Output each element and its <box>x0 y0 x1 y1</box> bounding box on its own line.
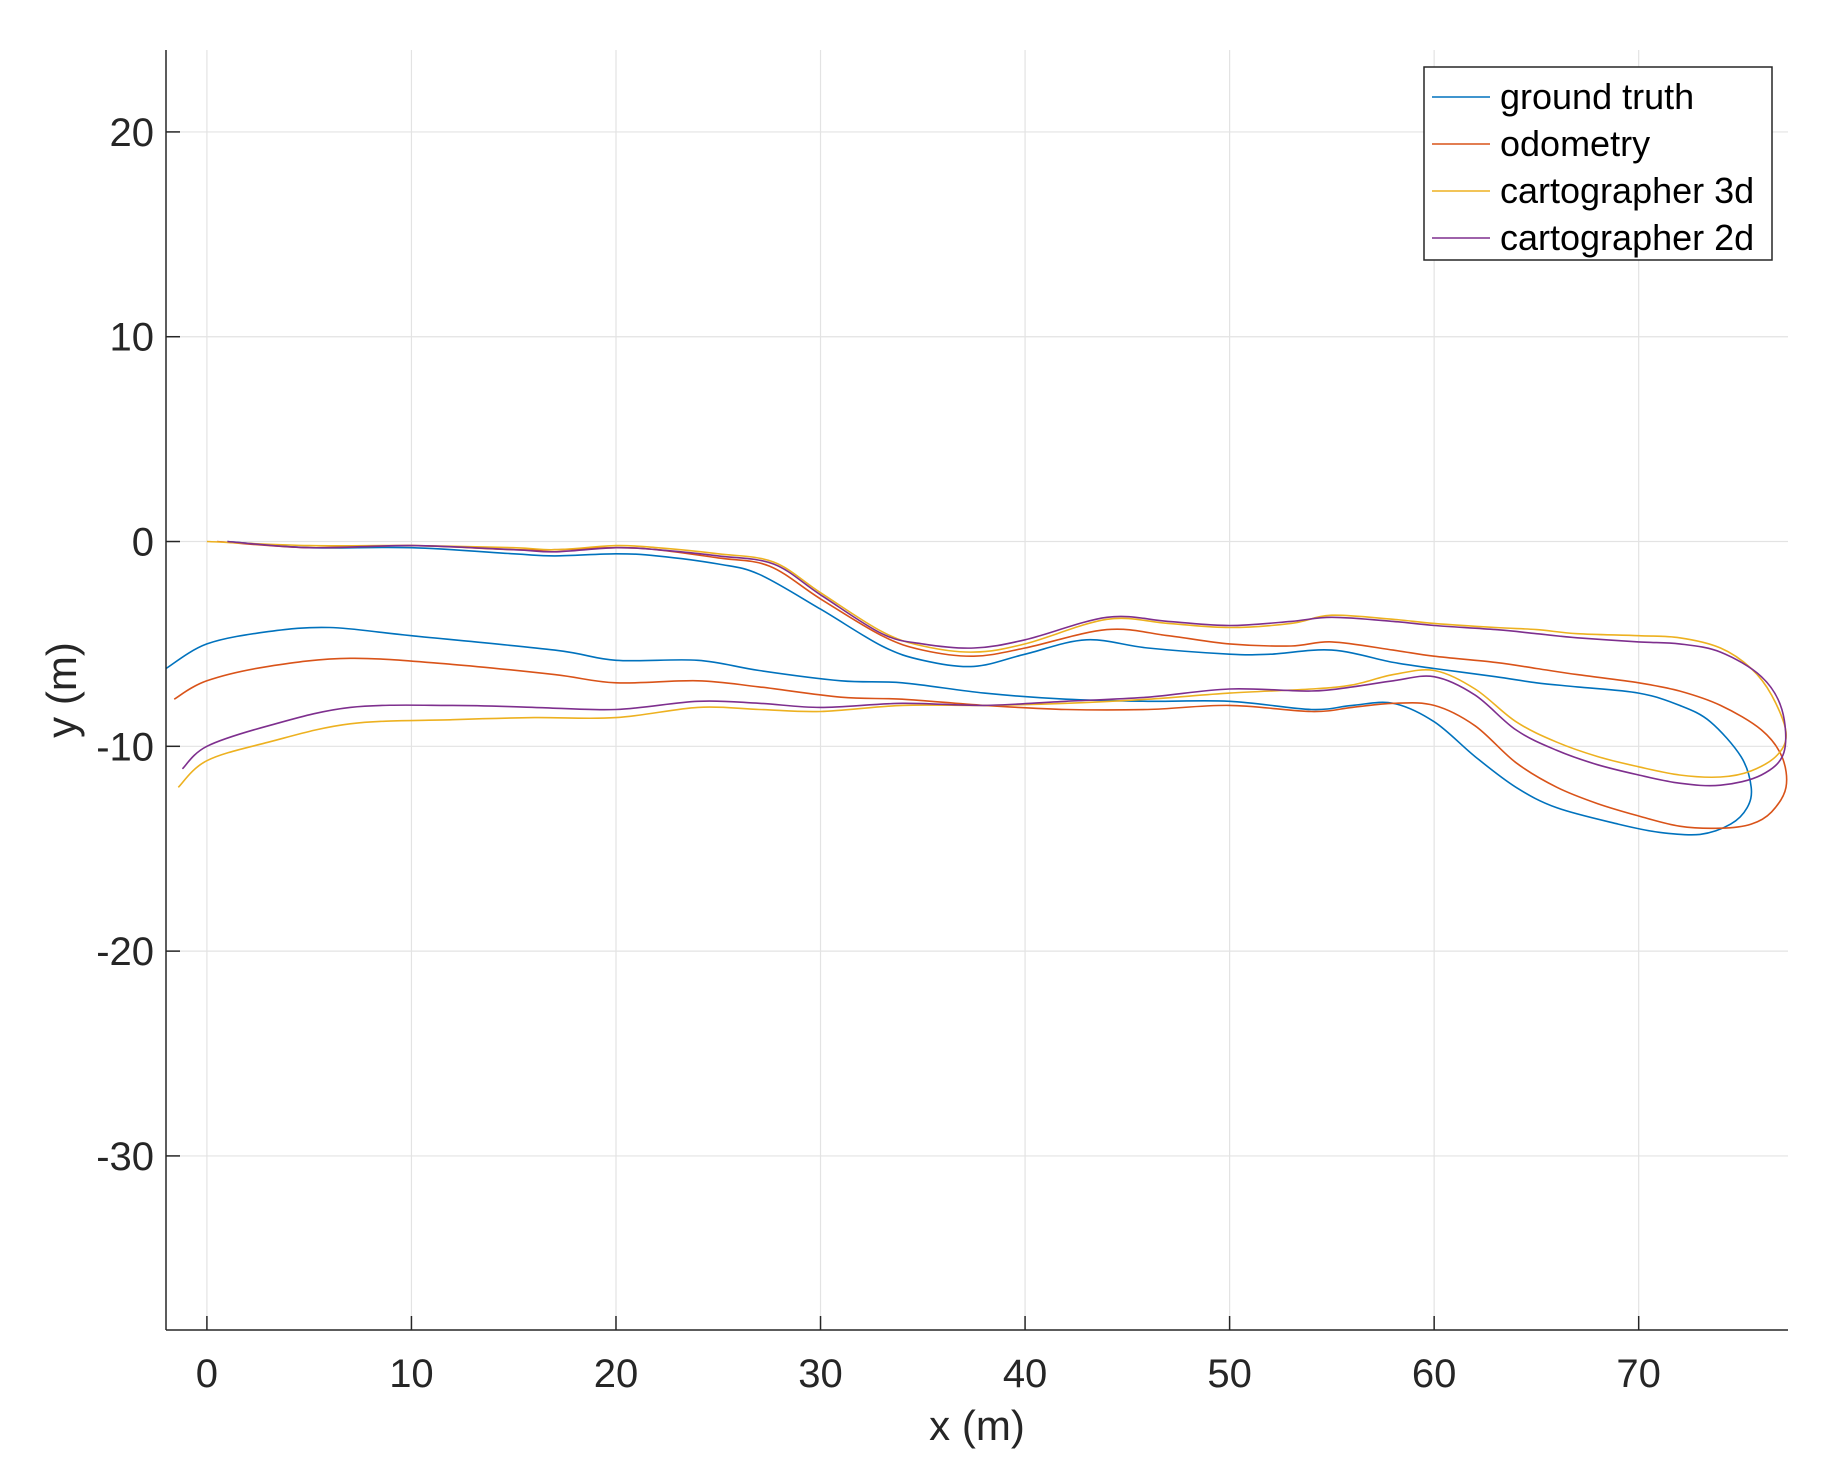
y-ticks: -30 -20 -10 0 10 20 <box>96 111 180 1179</box>
x-tick-label: 50 <box>1207 1352 1252 1396</box>
series-lines <box>165 540 1788 836</box>
y-axis-title: y (m) <box>38 642 85 738</box>
legend: ground truth odometry cartographer 3d carto… <box>1423 66 1773 261</box>
legend-label-cartographer-2d: cartographer 2d <box>1500 217 1754 258</box>
plot-area <box>166 50 1788 1330</box>
y-tick-label: -10 <box>96 725 154 769</box>
x-tick-label: 0 <box>196 1352 218 1396</box>
x-tick-label: 40 <box>1003 1352 1048 1396</box>
series-line-odometry <box>173 540 1788 830</box>
legend-label-ground-truth: ground truth <box>1500 76 1694 117</box>
x-tick-label: 30 <box>798 1352 843 1396</box>
y-tick-label: 10 <box>110 316 155 360</box>
y-tick-label: 20 <box>110 111 155 155</box>
legend-box <box>1423 66 1773 261</box>
x-tick-label: 70 <box>1616 1352 1661 1396</box>
x-ticks: 0 10 20 30 40 50 60 70 <box>196 1316 1661 1396</box>
legend-label-odometry: odometry <box>1500 123 1650 164</box>
x-axis-title: x (m) <box>929 1402 1025 1449</box>
legend-label-cartographer-3d: cartographer 3d <box>1500 170 1754 211</box>
axes <box>165 50 1788 1331</box>
y-tick-label: -20 <box>96 930 154 974</box>
y-tick-label: -30 <box>96 1135 154 1179</box>
x-tick-label: 60 <box>1412 1352 1457 1396</box>
x-tick-label: 10 <box>389 1352 434 1396</box>
grid <box>166 50 1788 1330</box>
series-line-ground-truth <box>165 540 1753 836</box>
series-line-cartographer-2d <box>181 540 1787 787</box>
y-tick-label: 0 <box>132 521 154 565</box>
x-tick-label: 20 <box>594 1352 639 1396</box>
